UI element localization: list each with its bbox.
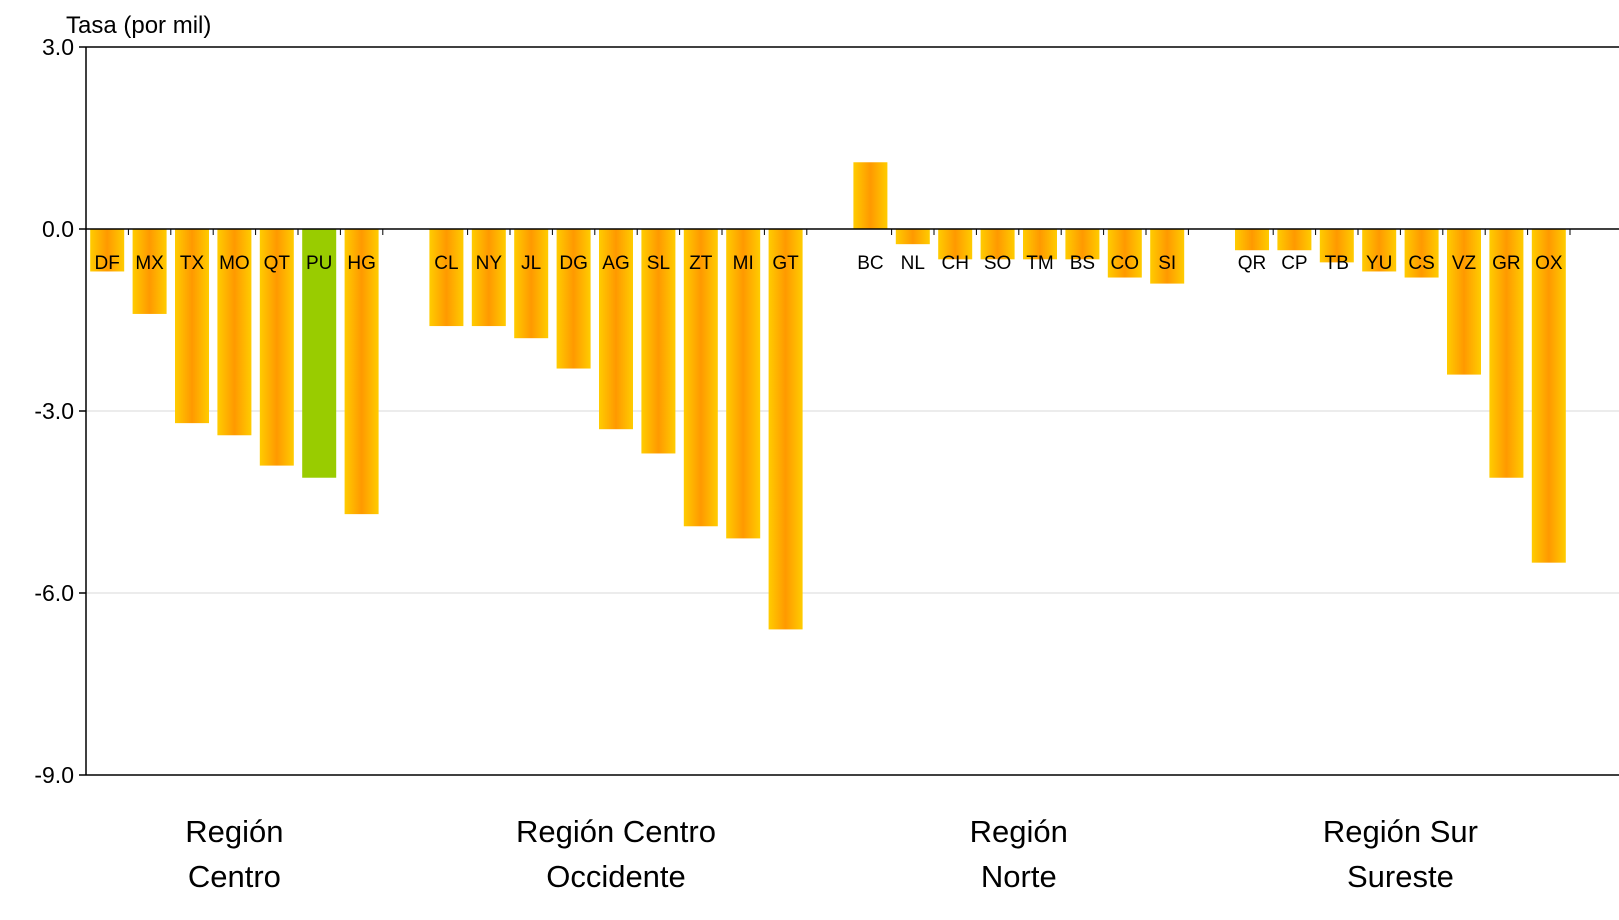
gridlines	[86, 410, 1619, 594]
category-label: MI	[733, 253, 754, 274]
bar-vz	[1447, 229, 1481, 375]
bar-ag	[599, 229, 633, 430]
bar-cp	[1277, 229, 1312, 251]
category-label: ZT	[689, 253, 713, 274]
bar-hg	[344, 229, 379, 515]
bar-sl	[641, 229, 676, 454]
y-tick-label: 0.0	[42, 216, 74, 242]
bar-co	[1107, 229, 1142, 278]
category-label: CL	[434, 253, 458, 274]
category-label: VZ	[1452, 253, 1477, 274]
bar-mi	[726, 229, 761, 539]
category-label: SO	[984, 253, 1011, 274]
bar-qt	[259, 229, 294, 466]
category-label: AG	[602, 253, 629, 274]
bar-so	[980, 229, 1015, 260]
region-label: Región	[970, 814, 1068, 849]
region-label: Norte	[981, 859, 1057, 894]
bar-zt	[683, 229, 718, 527]
category-label: TB	[1325, 253, 1349, 274]
bar-bs	[1065, 229, 1100, 260]
category-label: GR	[1492, 253, 1521, 274]
y-tick-label: -6.0	[34, 580, 74, 606]
category-label: CP	[1281, 253, 1307, 274]
bar-cl	[429, 229, 464, 327]
category-label: SL	[647, 253, 670, 274]
bar-qr	[1235, 229, 1269, 251]
bar-mo	[217, 229, 252, 436]
category-label: MX	[135, 253, 164, 274]
category-label: JL	[521, 253, 541, 274]
bar-jl	[514, 229, 549, 339]
category-label: CS	[1408, 253, 1434, 274]
y-tick-label: -9.0	[34, 762, 74, 788]
category-label: DG	[559, 253, 588, 274]
bar-cs	[1404, 229, 1439, 278]
bar-dg	[556, 229, 591, 369]
bar-pu	[302, 229, 337, 478]
category-label: CH	[941, 253, 968, 274]
region-label: Región Centro	[516, 814, 716, 849]
category-label: TX	[180, 253, 205, 274]
bar-df	[90, 229, 125, 272]
bar-ox	[1531, 229, 1566, 563]
bar-tb	[1319, 229, 1354, 263]
bar-ch	[938, 229, 973, 260]
bar-mx	[132, 229, 167, 314]
category-labels: DF MX TX MO QT PU HG CL NY JL DG AG SL ZT MI GT BC NL CH SO…	[95, 253, 1563, 274]
bar-nl	[895, 229, 930, 245]
region-label: Occidente	[546, 859, 686, 894]
y-tick-label: -3.0	[34, 398, 74, 424]
category-label: PU	[306, 253, 332, 274]
category-label: BS	[1070, 253, 1095, 274]
region-label: Región Sur	[1323, 814, 1478, 849]
category-label: DF	[95, 253, 120, 274]
bars	[90, 162, 1566, 630]
bar-tm	[1023, 229, 1057, 260]
category-label: SI	[1158, 253, 1176, 274]
category-label: NY	[476, 253, 503, 274]
region-labels: Región Centro Región Centro Occidente Región…	[185, 814, 1478, 894]
category-label: YU	[1366, 253, 1392, 274]
bar-gr	[1489, 229, 1524, 478]
category-label: NL	[901, 253, 925, 274]
category-label: MO	[219, 253, 250, 274]
bar-si	[1150, 229, 1185, 284]
region-label: Centro	[188, 859, 281, 894]
y-axis-title: Tasa (por mil)	[66, 12, 211, 39]
category-label: BC	[857, 253, 883, 274]
category-label: HG	[347, 253, 376, 274]
category-label: QT	[264, 253, 291, 274]
axes: 3.0 0.0 -3.0 -6.0 -9.0	[34, 34, 1619, 788]
y-tick-label: 3.0	[42, 34, 74, 60]
category-label: OX	[1535, 253, 1563, 274]
category-label: GT	[772, 253, 799, 274]
bar-bc	[853, 162, 888, 229]
region-label: Sureste	[1347, 859, 1454, 894]
bar-gt	[768, 229, 803, 630]
category-label: CO	[1111, 253, 1140, 274]
region-label: Región	[185, 814, 283, 849]
category-label: QR	[1238, 253, 1267, 274]
category-label: TM	[1026, 253, 1053, 274]
bar-ny	[471, 229, 506, 327]
bar-tx	[175, 229, 209, 424]
bar-yu	[1362, 229, 1397, 272]
